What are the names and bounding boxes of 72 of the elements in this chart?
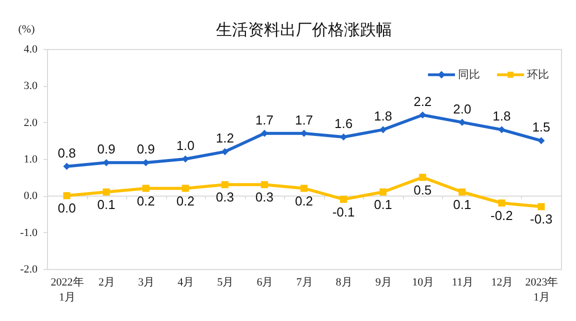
x-tick-label: 5月 [217,276,234,288]
point [419,174,426,181]
point [419,111,426,119]
data-label: -0.3 [530,212,552,227]
x-tick-label: 3月 [138,276,155,288]
y-tick-label: 0.0 [24,190,38,202]
data-label: 0.9 [136,142,155,157]
data-label: 1.7 [294,112,314,128]
x-tick-label: 10月 [412,276,434,288]
point [458,118,466,126]
data-label: -0.2 [490,208,513,223]
data-label: 0.1 [453,197,472,212]
point [142,184,150,192]
point [300,184,308,192]
legend-label: 同比 [458,68,480,81]
point [458,188,466,196]
data-label: 1.8 [492,108,511,124]
data-label: 0.2 [294,193,314,208]
point [498,126,506,134]
y-tick-label: 4.0 [24,44,38,56]
data-label: 1.7 [255,112,274,128]
data-label: 0.3 [216,190,234,205]
data-label: 0.8 [58,145,76,160]
x-tick-label: 8月 [336,276,352,288]
y-axis-title: (%) [18,24,36,36]
data-label: 0.5 [414,182,432,198]
data-label: 0.1 [97,197,116,212]
point [340,196,348,203]
point [102,188,110,196]
point [380,126,387,134]
data-label: 0.9 [97,142,116,157]
data-label: 2.0 [453,101,472,116]
data-label: 2.2 [414,94,432,109]
point [182,184,189,192]
data-label: -0.1 [332,204,355,220]
point [498,199,506,207]
data-label: 0.3 [255,190,274,205]
x-tick-label: 12月 [491,276,514,288]
data-label: 0.0 [58,200,76,216]
x-tick-label: 6月 [256,276,274,288]
y-tick-label: 1.0 [24,154,38,166]
y-tick-label: -2.0 [20,264,38,276]
point [260,181,268,188]
data-label: 1.8 [374,108,392,124]
x-tick-label: 7月 [296,276,313,288]
x-tick-label: 4月 [178,276,194,288]
point [221,181,228,188]
x-tick-label: 11月 [452,276,474,288]
point [182,155,189,163]
data-label: 1.6 [334,116,353,131]
y-tick-label: -1.0 [20,226,38,239]
x-tick-label: 2月 [98,276,116,288]
point [538,137,545,144]
data-label: 1.5 [532,120,550,135]
point [63,192,70,200]
x-tick-label: 2023年 1月 [525,276,558,304]
x-tick-label: 2022年 1月 [50,276,84,304]
point [221,148,228,156]
point [380,188,387,196]
y-tick-label: 3.0 [24,80,38,92]
point [260,130,268,137]
x-tick-label: 9月 [375,276,392,288]
point [63,162,70,170]
data-label: 1.2 [216,130,234,146]
legend-label: 环比 [527,68,549,81]
point [538,203,545,210]
data-label: 0.2 [136,193,155,208]
data-label: 1.0 [176,138,194,153]
chart-title: 生活资料出厂价格涨跌幅 [216,21,392,39]
y-tick-label: 2.0 [24,116,38,129]
data-label: 0.2 [176,193,194,208]
data-label: 0.1 [374,197,392,212]
